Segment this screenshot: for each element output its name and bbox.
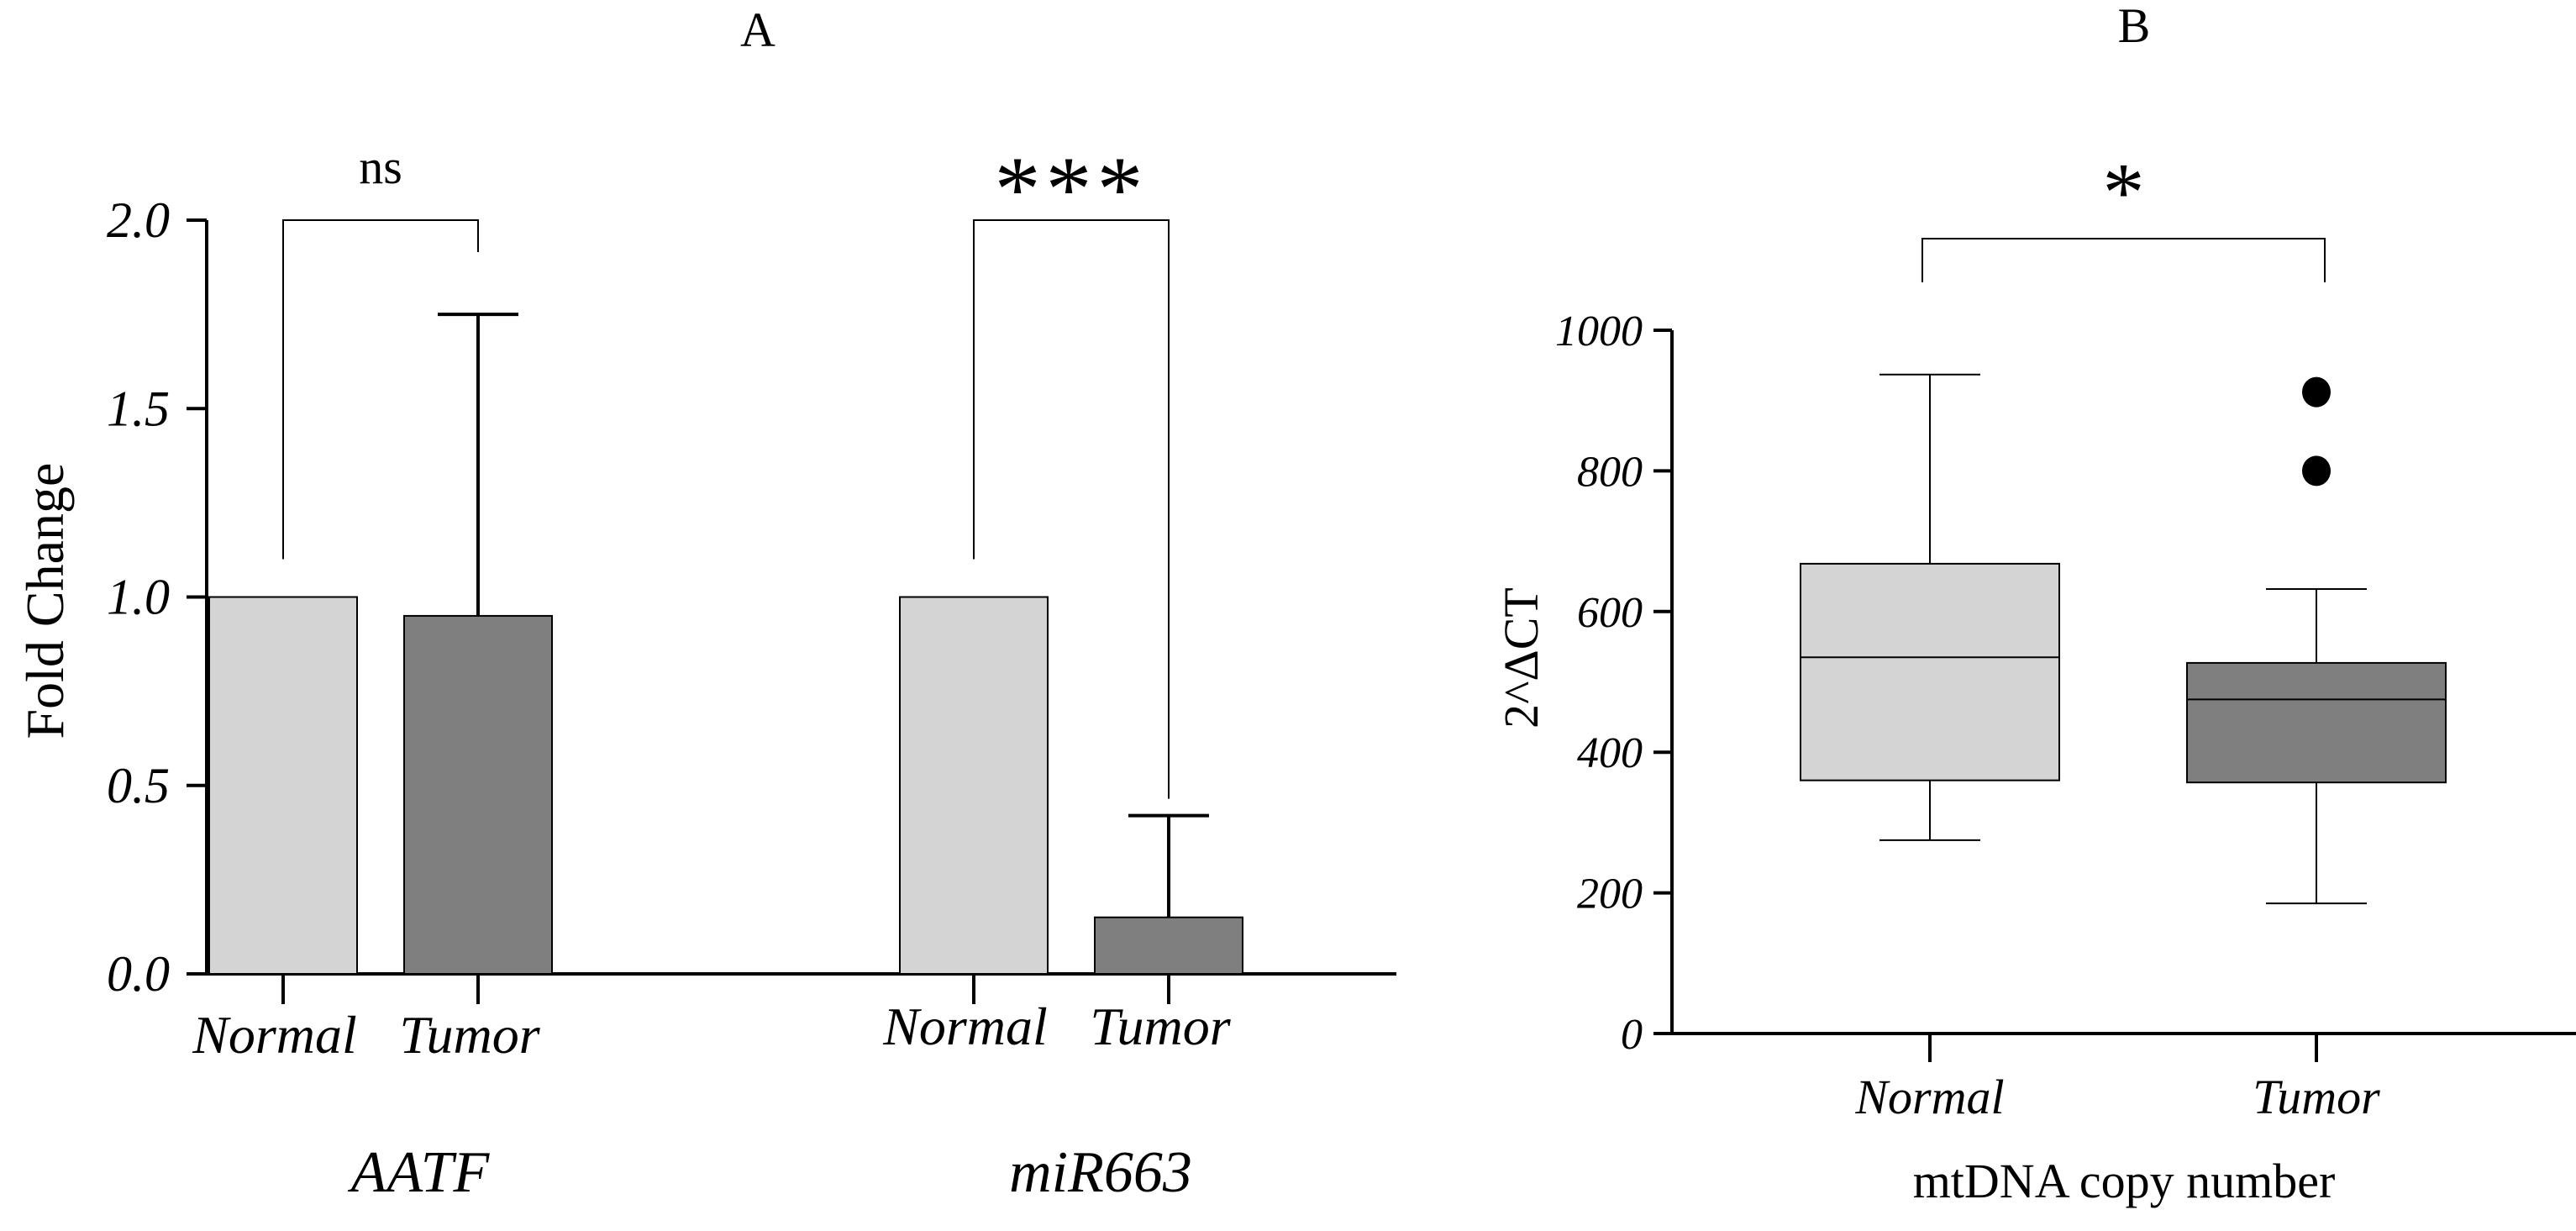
significance-bracket-mtdna: [1921, 238, 2326, 282]
significance-label-mtdna: *: [2103, 145, 2145, 239]
panel-a-y-tick-label: 0.0: [107, 946, 170, 1002]
box-normal: [1800, 562, 2060, 781]
significance-bracket-mir663: [973, 219, 1170, 799]
panel-b-y-tick-label: 400: [1577, 729, 1643, 777]
panel-a-category-label: Tumor: [1090, 997, 1231, 1056]
group-label-mir663: miR663: [1009, 1140, 1192, 1205]
panel-b-category-label: Tumor: [2253, 1070, 2380, 1124]
panel-b-y-tick-label: 0: [1621, 1011, 1643, 1059]
panel-a-y-axis-label: Fold Change: [15, 463, 75, 739]
significance-bracket-aatf: [282, 219, 479, 560]
bar-mir663-normal: [899, 596, 1049, 975]
panel-b-label: B: [2118, 0, 2151, 53]
group-label-aatf: AATF: [348, 1140, 491, 1205]
panel-b-x-axis-label: mtDNA copy number: [1913, 1154, 2336, 1208]
panel-a-y-tick-label: 0.5: [107, 758, 170, 813]
panel-b: B 2^ΔCT mtDNA copy number 0 200 400 600 800 1…: [1494, 0, 2576, 1208]
panel-b-y-axis-label: 2^ΔCT: [1494, 587, 1548, 729]
panel-a-label: A: [740, 3, 775, 57]
box-tumor-outlier: [2302, 455, 2331, 487]
panel-b-y-tick-label: 1000: [1555, 308, 1643, 355]
bar-mir663-tumor: [1094, 916, 1243, 975]
panel-b-y-tick-label: 600: [1577, 589, 1643, 637]
panel-a: A Fold Change 0.0 0.5 1.0 1.5 2.0 ns *** Norm…: [15, 3, 1396, 1205]
panel-b-category-label: Normal: [1854, 1070, 2004, 1124]
bar-aatf-tumor: [403, 614, 553, 975]
bar-aatf-normal: [208, 596, 358, 975]
panel-a-category-label: Normal: [192, 1005, 357, 1065]
panel-b-y-tick-label: 200: [1577, 871, 1643, 918]
panel-a-category-label: Tumor: [399, 1005, 540, 1065]
significance-label-aatf: ns: [359, 139, 402, 194]
box-tumor: [2186, 661, 2447, 784]
panel-b-y-tick-label: 800: [1577, 448, 1643, 496]
panel-a-y-tick-label: 2.0: [107, 192, 170, 248]
significance-label-mir663: ***: [995, 138, 1149, 240]
panel-a-category-label: Normal: [882, 997, 1048, 1056]
panel-a-y-tick-label: 1.5: [107, 381, 170, 436]
box-tumor-outlier: [2302, 376, 2331, 408]
panel-a-y-tick-label: 1.0: [107, 570, 170, 625]
